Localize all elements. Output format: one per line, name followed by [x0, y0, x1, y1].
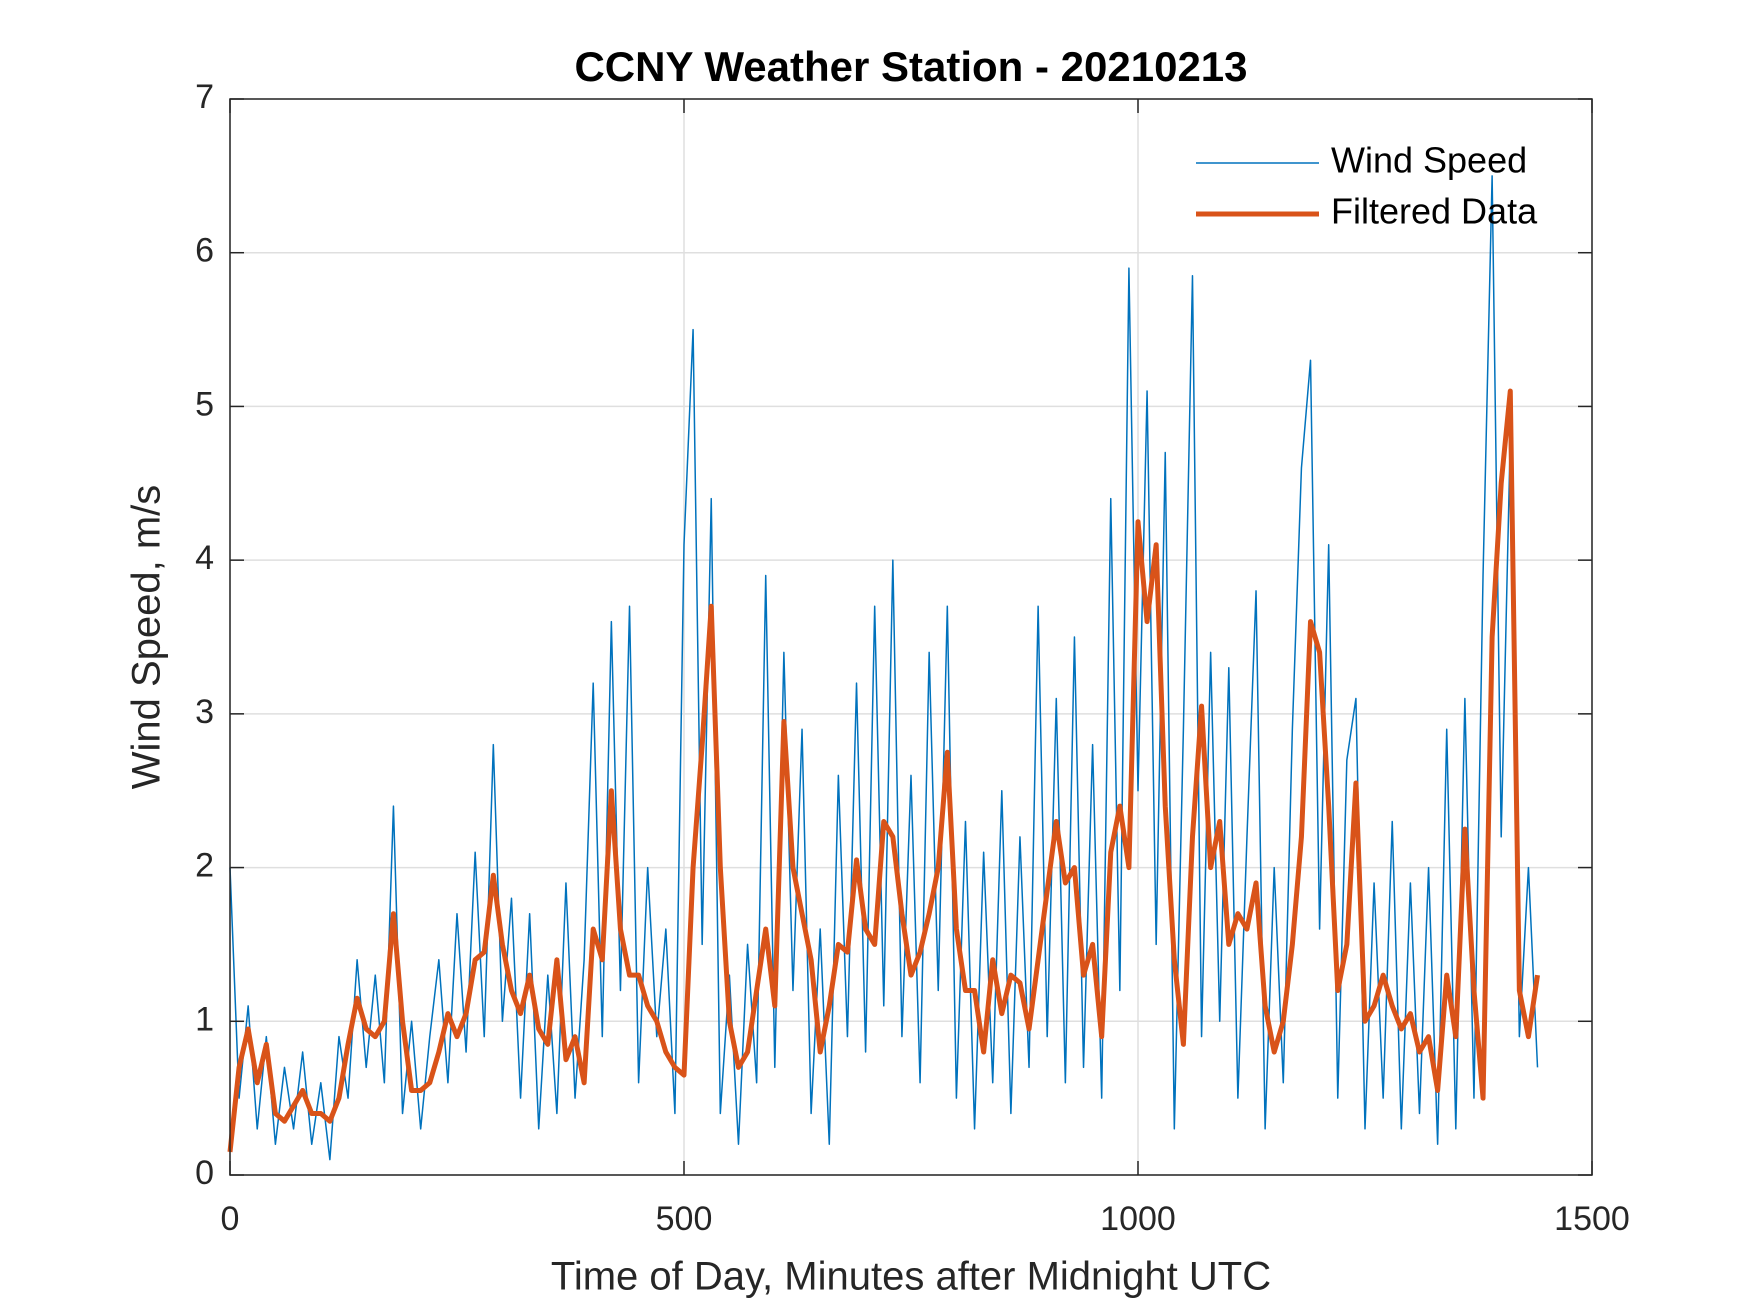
- legend-label: Wind Speed: [1331, 140, 1527, 181]
- y-tick-label: 6: [195, 232, 214, 270]
- axes: 0 1 2 3 4 5 6 7 0 500 1000 1500: [195, 78, 1630, 1238]
- x-axis-label: Time of Day, Minutes after Midnight UTC: [551, 1255, 1271, 1299]
- y-tick-label: 4: [195, 539, 214, 577]
- legend: Wind Speed Filtered Data: [1196, 140, 1538, 232]
- plot-area: [227, 175, 1540, 1161]
- axes-box: [229, 98, 1593, 1176]
- x-tick-label: 500: [656, 1200, 713, 1238]
- legend-label: Filtered Data: [1331, 191, 1538, 232]
- y-tick-label: 0: [195, 1154, 214, 1192]
- y-tick-label: 1: [195, 1000, 214, 1038]
- data-line: [229, 175, 1539, 1161]
- chart-title: CCNY Weather Station - 20210213: [574, 43, 1247, 90]
- x-tick-label: 1000: [1100, 1200, 1176, 1238]
- data-line: [227, 388, 1540, 1153]
- x-tick-label: 0: [221, 1200, 240, 1238]
- y-tick-label: 5: [195, 385, 214, 423]
- y-tick-label: 7: [195, 78, 214, 116]
- x-tick-label: 1500: [1554, 1200, 1630, 1238]
- y-tick-label: 3: [195, 693, 214, 731]
- y-tick-label: 2: [195, 847, 214, 885]
- y-axis-label: Wind Speed, m/s: [125, 485, 169, 790]
